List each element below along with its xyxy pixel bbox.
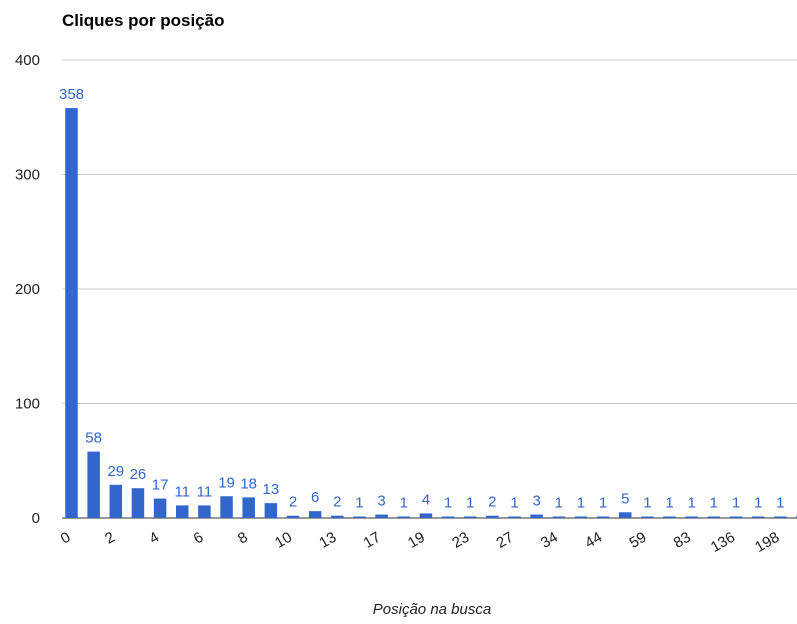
bar-6 (198, 505, 211, 518)
x-tick-label-8: 8 (235, 529, 251, 548)
bar-44 (596, 516, 610, 518)
data-label-198: 1 (776, 495, 784, 512)
bar-30 (530, 514, 543, 518)
data-label-50: 5 (621, 490, 629, 507)
x-tick-label-19: 19 (405, 529, 428, 552)
x-axis-label: Posição na busca (373, 601, 491, 618)
x-tick-label-0: 0 (58, 529, 74, 548)
y-tick-label: 100 (15, 396, 40, 413)
bar-136 (729, 516, 743, 518)
bar-23 (463, 516, 477, 518)
data-label-24: 2 (488, 494, 496, 511)
bar-10 (286, 515, 300, 518)
data-label-8: 18 (240, 475, 257, 492)
data-label-66: 1 (665, 495, 673, 512)
x-axis-ticks: 0 2 4 6 8 10 13 17 19 23 27 34 44 59 83 136 198 (58, 529, 783, 556)
bar-17 (375, 514, 388, 518)
y-axis-ticks: 0 100 200 300 400 (15, 52, 40, 527)
data-label-14: 1 (355, 495, 363, 512)
x-tick-label-6: 6 (191, 529, 207, 548)
data-label-3: 26 (130, 466, 147, 483)
data-label-7: 19 (218, 474, 235, 491)
x-tick-label-198: 198 (752, 529, 782, 556)
data-label-13: 2 (333, 494, 341, 511)
data-label-83: 1 (688, 495, 696, 512)
x-tick-label-2: 2 (102, 529, 118, 548)
bar-20 (441, 516, 455, 518)
data-label-4: 17 (152, 477, 169, 494)
bar-4 (153, 498, 167, 518)
data-label-34: 1 (555, 495, 563, 512)
data-label-5: 11 (174, 483, 190, 500)
x-tick-label-136: 136 (708, 529, 738, 556)
data-label-11: 6 (311, 489, 319, 506)
bar-1 (87, 451, 100, 518)
bar-50 (619, 512, 632, 518)
data-label-19: 4 (422, 491, 430, 508)
x-tick-label-83: 83 (671, 529, 694, 552)
bar-34 (552, 516, 566, 518)
bar-150 (751, 516, 765, 518)
x-tick-label-10: 10 (272, 529, 295, 552)
bar-0 (65, 108, 78, 518)
y-tick-label: 200 (15, 281, 40, 298)
x-tick-label-27: 27 (494, 529, 517, 552)
data-label-1: 58 (85, 430, 102, 447)
data-label-6: 11 (197, 483, 213, 500)
data-label-2: 29 (107, 463, 124, 480)
data-label-30: 3 (532, 493, 540, 510)
data-label-100: 1 (710, 495, 718, 512)
bar-59 (641, 516, 654, 518)
data-label-59: 1 (643, 495, 651, 512)
bar-8 (242, 497, 255, 518)
x-tick-label-23: 23 (449, 529, 472, 552)
data-label-9: 13 (263, 481, 280, 498)
data-label-10: 2 (289, 494, 297, 511)
bar-19 (419, 513, 433, 518)
x-tick-label-34: 34 (538, 529, 561, 552)
bar-83 (685, 516, 698, 518)
x-tick-label-17: 17 (361, 529, 384, 552)
bar-13 (331, 515, 344, 518)
data-label-23: 1 (466, 495, 474, 512)
chart-title: Cliques por posição (62, 11, 224, 30)
bar-7 (220, 496, 233, 518)
y-tick-label: 300 (15, 167, 40, 184)
bar-18 (397, 516, 410, 518)
bar-100 (707, 516, 721, 518)
x-tick-label-44: 44 (582, 529, 605, 552)
bar-66 (663, 516, 676, 518)
bar-5 (176, 505, 189, 518)
data-label-18: 1 (400, 495, 408, 512)
data-label-0: 358 (59, 86, 84, 103)
data-label-17: 3 (377, 493, 385, 510)
bar-14 (353, 516, 366, 518)
bar-2 (109, 484, 123, 518)
data-label-37: 1 (577, 495, 585, 512)
bar-3 (131, 488, 145, 518)
y-tick-label: 0 (32, 510, 40, 527)
bar-27 (508, 516, 521, 518)
bar-9 (264, 503, 278, 518)
x-tick-label-59: 59 (626, 529, 649, 552)
x-tick-label-4: 4 (146, 529, 162, 548)
data-label-44: 1 (599, 495, 607, 512)
data-label-136: 1 (732, 495, 740, 512)
x-tick-label-13: 13 (316, 529, 339, 552)
gridlines (62, 59, 797, 519)
bar-198 (774, 516, 787, 518)
data-label-20: 1 (444, 495, 452, 512)
data-label-150: 1 (754, 495, 762, 512)
bar-37 (574, 516, 588, 518)
data-label-27: 1 (510, 495, 518, 512)
bar-11 (308, 511, 322, 518)
bar-24 (486, 515, 499, 518)
y-tick-label: 400 (15, 52, 40, 69)
bars (65, 108, 797, 518)
